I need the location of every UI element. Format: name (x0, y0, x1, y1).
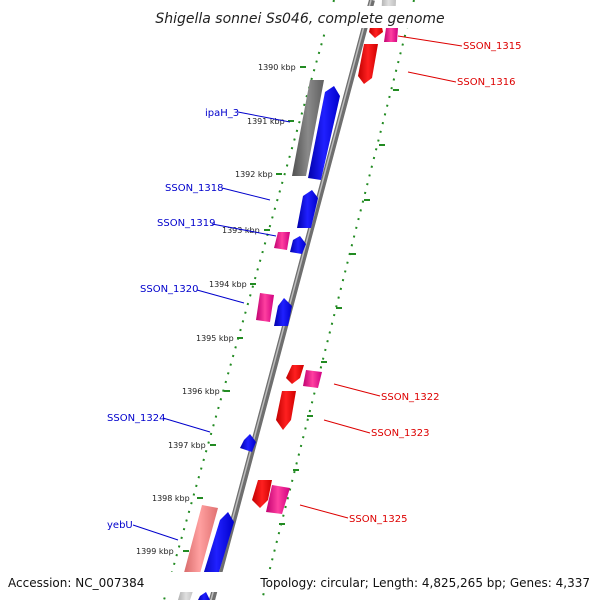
title-backing (155, 6, 447, 28)
tick-label: 1392 kbp (235, 170, 273, 179)
tick-label: 1399 kbp (136, 547, 174, 556)
gene-label-sson-1324[interactable]: SSON_1324 (107, 413, 166, 424)
gene-sson-1324[interactable] (240, 434, 256, 452)
gene-sson-1316[interactable] (358, 44, 378, 84)
map-title: Shigella sonnei Ss046, complete genome (155, 11, 444, 27)
gene-label-yebu[interactable]: yebU (107, 520, 133, 531)
accession-text: Accession: NC_007384 (8, 576, 144, 590)
gene-label-sson-1315[interactable]: SSON_1315 (463, 41, 522, 52)
tick-label: 1390 kbp (258, 63, 296, 72)
gene-label-sson-1320[interactable]: SSON_1320 (140, 284, 199, 295)
gene-sson-1325-red[interactable] (252, 480, 272, 508)
tick-label: 1397 kbp (168, 441, 206, 450)
gene-label-sson-1318[interactable]: SSON_1318 (165, 183, 224, 194)
genome-backbone-highlight (210, 0, 372, 600)
gene-ipah-3-blue[interactable] (308, 86, 340, 180)
gene-sson-1320-blue[interactable] (274, 298, 292, 326)
gene-sson-1322-pink[interactable] (303, 370, 322, 388)
gene-label-sson-1322[interactable]: SSON_1322 (381, 392, 440, 403)
tick-labels: 1390 kbp 1391 kbp 1392 kbp 1393 kbp 1394… (136, 63, 296, 556)
gene-sson-1319-pink[interactable] (274, 232, 290, 250)
gene-sson-1319-blue[interactable] (290, 236, 306, 254)
gene-sson-1323[interactable] (276, 391, 296, 430)
footer-backing (0, 572, 600, 592)
left-leader-lines (132, 111, 291, 541)
gene-label-sson-1316[interactable]: SSON_1316 (457, 77, 516, 88)
inner-track-ticks (279, 89, 399, 525)
right-gene-labels: SSON_1315 SSON_1316 SSON_1322 SSON_1323 … (349, 41, 522, 525)
gene-yebu-salmon[interactable] (181, 505, 218, 588)
gene-sson-1315-pink[interactable] (384, 28, 398, 42)
gene-label-sson-1323[interactable]: SSON_1323 (371, 428, 430, 439)
right-leader-lines (299, 35, 463, 519)
topology-text: Topology: circular; Length: 4,825,265 bp… (259, 576, 590, 590)
tick-label: 1391 kbp (247, 117, 285, 126)
tick-label: 1394 kbp (209, 280, 247, 289)
left-gene-labels: ipaH_3 SSON_1318 SSON_1319 SSON_1320 SSO… (107, 108, 239, 531)
gene-sson-1325-pink[interactable] (266, 485, 290, 514)
tick-label: 1398 kbp (152, 494, 190, 503)
tick-label: 1396 kbp (182, 387, 220, 396)
gene-label-sson-1325[interactable]: SSON_1325 (349, 514, 408, 525)
genome-backbone (209, 0, 375, 600)
gene-label-ipah-3[interactable]: ipaH_3 (205, 108, 239, 119)
gene-label-sson-1319[interactable]: SSON_1319 (157, 218, 216, 229)
gene-blue-bottom[interactable] (198, 592, 210, 600)
tick-label: 1393 kbp (222, 226, 260, 235)
gene-sson-1320-pink[interactable] (256, 293, 274, 322)
gene-sson-1322-red[interactable] (286, 365, 304, 384)
gene-sson-1318[interactable] (297, 190, 318, 228)
scale-ticks (183, 66, 306, 552)
tick-label: 1395 kbp (196, 334, 234, 343)
gene-ipah-3-gray[interactable] (292, 80, 324, 176)
